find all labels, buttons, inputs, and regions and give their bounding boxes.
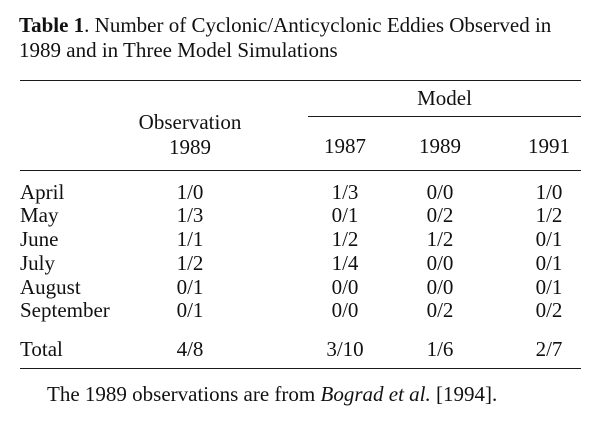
- model-1989-cell: 0/0: [426, 275, 454, 299]
- model-1987-cell: 0/0: [331, 275, 359, 299]
- table-label: Table 1: [19, 13, 85, 37]
- model-1987-cell: 0/1: [331, 203, 359, 227]
- top-rule: [20, 80, 581, 81]
- model-1987-cell: 1/2: [331, 227, 359, 251]
- month-cell: April: [20, 180, 65, 204]
- table-caption-text: . Number of Cyclonic/Anticyclonic Eddies…: [19, 13, 552, 62]
- model-1991-total-cell: 2/7: [535, 337, 563, 361]
- footnote-year: [1994].: [430, 382, 498, 406]
- model-1989-cell: 0/2: [426, 203, 454, 227]
- model-1991-cell: 0/2: [535, 298, 563, 322]
- model-1987-cell: 1/4: [331, 251, 359, 275]
- observation-cell: 1/1: [176, 227, 204, 251]
- total-label: Total: [20, 337, 63, 361]
- month-cell: May: [20, 203, 59, 227]
- model-1987-column-header: 1987: [324, 134, 366, 158]
- table-row: September 0/1 0/0 0/2 0/2: [0, 298, 600, 322]
- footnote-citation: Bograd et al.: [320, 382, 431, 406]
- observation-header-line1: Observation: [138, 110, 242, 134]
- model-1989-total-cell: 1/6: [426, 337, 454, 361]
- model-1991-cell: 0/1: [535, 227, 563, 251]
- table-caption: Table 1. Number of Cyclonic/Anticyclonic…: [19, 13, 589, 63]
- model-group-header: Model: [417, 86, 472, 110]
- model-group-rule: [308, 116, 581, 117]
- footnote-text: The 1989 observations are from: [47, 382, 321, 406]
- model-1987-cell: 1/3: [331, 180, 359, 204]
- observation-cell: 0/1: [176, 275, 204, 299]
- table-row: May 1/3 0/1 0/2 1/2: [0, 203, 600, 227]
- observation-column-header: Observation 1989: [122, 110, 258, 160]
- model-1991-cell: 1/2: [535, 203, 563, 227]
- header-rule: [20, 170, 581, 171]
- table-row: August 0/1 0/0 0/0 0/1: [0, 275, 600, 299]
- month-cell: July: [20, 251, 56, 275]
- table-row: June 1/1 1/2 1/2 0/1: [0, 227, 600, 251]
- model-1989-cell: 0/2: [426, 298, 454, 322]
- observation-cell: 0/1: [176, 298, 204, 322]
- model-1991-column-header: 1991: [528, 134, 570, 158]
- observation-total-cell: 4/8: [176, 337, 204, 361]
- model-1989-cell: 0/0: [426, 251, 454, 275]
- bottom-rule: [20, 368, 581, 369]
- observation-cell: 1/3: [176, 203, 204, 227]
- observation-cell: 1/2: [176, 251, 204, 275]
- total-row: Total 4/8 3/10 1/6 2/7: [0, 337, 600, 361]
- model-1989-cell: 1/2: [426, 227, 454, 251]
- model-1987-total-cell: 3/10: [326, 337, 364, 361]
- model-1987-cell: 0/0: [331, 298, 359, 322]
- table-row: April 1/0 1/3 0/0 1/0: [0, 180, 600, 204]
- table-footnote: The 1989 observations are from Bograd et…: [47, 382, 497, 407]
- model-1991-cell: 0/1: [535, 275, 563, 299]
- month-cell: June: [20, 227, 59, 251]
- month-cell: September: [20, 298, 110, 322]
- model-1991-cell: 1/0: [535, 180, 563, 204]
- observation-cell: 1/0: [176, 180, 204, 204]
- table-row: July 1/2 1/4 0/0 0/1: [0, 251, 600, 275]
- month-cell: August: [20, 275, 81, 299]
- model-1991-cell: 0/1: [535, 251, 563, 275]
- observation-header-line2: 1989: [169, 135, 211, 159]
- model-1989-cell: 0/0: [426, 180, 454, 204]
- model-1989-column-header: 1989: [419, 134, 461, 158]
